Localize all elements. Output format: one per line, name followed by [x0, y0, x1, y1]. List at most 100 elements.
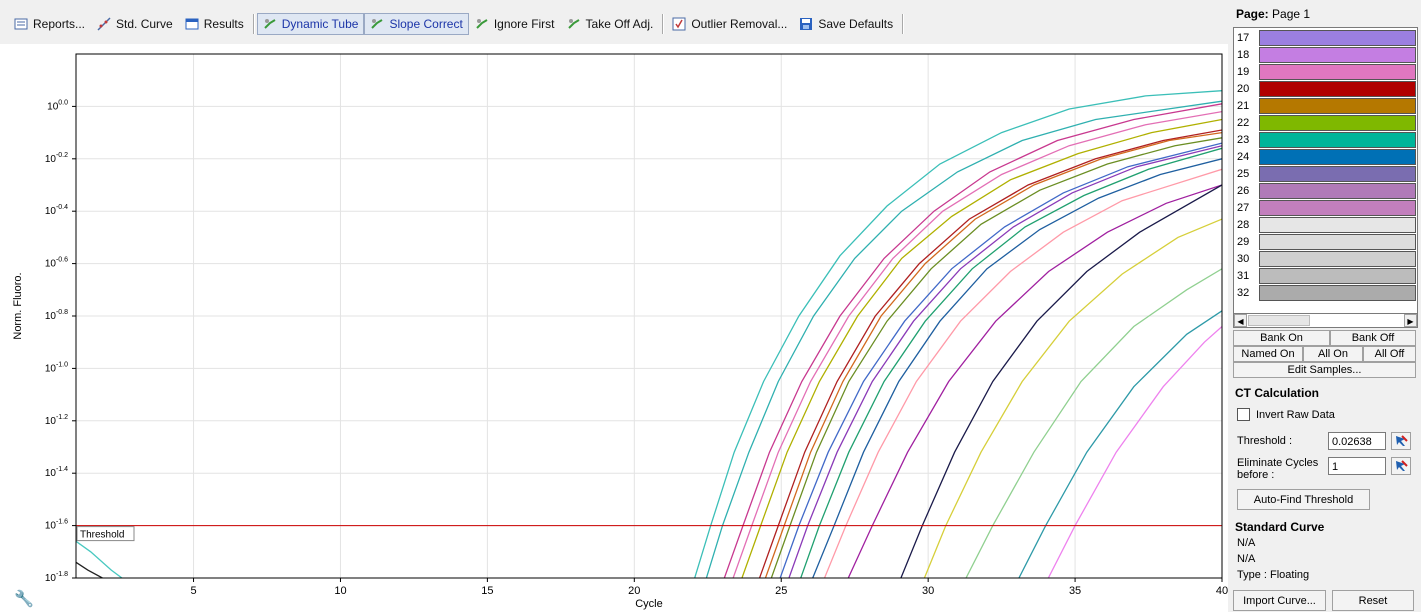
- y-tick-label: 10-1.6: [45, 519, 68, 532]
- eliminate-cycles-label: Eliminate Cycles before :: [1237, 457, 1318, 481]
- sample-color-swatch[interactable]: [1259, 250, 1416, 267]
- series-line-9: [779, 142, 1222, 578]
- sample-number: 29: [1237, 235, 1250, 248]
- y-tick-label: 10-1.0: [45, 361, 68, 374]
- y-tick-label: 100.0: [47, 99, 68, 112]
- y-tick-label: 10-1.2: [45, 414, 68, 427]
- reports-label: Reports...: [33, 17, 86, 31]
- series-line-13: [823, 168, 1222, 578]
- sample-row[interactable]: 18: [1234, 46, 1417, 63]
- sample-color-swatch[interactable]: [1259, 63, 1416, 80]
- sample-row[interactable]: 25: [1234, 165, 1417, 182]
- sample-color-swatch[interactable]: [1259, 114, 1416, 131]
- sample-row[interactable]: 23: [1234, 131, 1417, 148]
- outlier-removal-button[interactable]: Outlier Removal...: [666, 13, 793, 35]
- sample-row[interactable]: 31: [1234, 267, 1417, 284]
- y-tick-label: 10-1.4: [45, 466, 68, 479]
- sample-number: 22: [1237, 116, 1250, 129]
- sample-row[interactable]: 27: [1234, 199, 1417, 216]
- sample-row[interactable]: 30: [1234, 250, 1417, 267]
- edit-samples-button[interactable]: Edit Samples...: [1233, 362, 1416, 378]
- save-defaults-button[interactable]: Save Defaults: [793, 13, 899, 35]
- bank-on-button[interactable]: Bank On: [1233, 330, 1330, 346]
- standard-curve-line-2: N/A: [1237, 553, 1256, 565]
- bank-off-button[interactable]: Bank Off: [1330, 330, 1416, 346]
- dynamic-tube-button[interactable]: Dynamic Tube: [256, 13, 365, 35]
- series-line-16: [923, 218, 1222, 578]
- all-off-button[interactable]: All Off: [1363, 346, 1416, 362]
- named-on-button[interactable]: Named On: [1233, 346, 1303, 362]
- eliminate-cycles-pick-button[interactable]: [1391, 457, 1411, 475]
- threshold-pick-button[interactable]: [1391, 432, 1411, 450]
- auto-find-threshold-button[interactable]: Auto-Find Threshold: [1237, 489, 1370, 510]
- reports-button[interactable]: Reports...: [8, 13, 91, 35]
- standard-curve-title: Standard Curve: [1235, 520, 1325, 534]
- amplification-chart[interactable]: Threshold 5 10 15 20 25 30 35 40 10-1.8 10-1.6 10-…: [0, 44, 1228, 612]
- sample-row[interactable]: 32: [1234, 284, 1417, 301]
- pick-arrow-icon: [1396, 460, 1408, 471]
- results-button[interactable]: Results: [179, 13, 250, 35]
- scroll-left-arrow-icon[interactable]: ◀: [1234, 314, 1247, 327]
- x-tick-label: 20: [628, 585, 640, 597]
- invert-raw-data-checkbox[interactable]: Invert Raw Data: [1237, 408, 1335, 421]
- take-off-adj-button[interactable]: Take Off Adj.: [561, 13, 660, 35]
- sample-number: 20: [1237, 82, 1250, 95]
- threshold-input[interactable]: 0.02638: [1328, 432, 1386, 450]
- sample-color-swatch[interactable]: [1259, 148, 1416, 165]
- reset-button[interactable]: Reset: [1332, 590, 1414, 611]
- ignore-first-button[interactable]: Ignore First: [469, 13, 561, 35]
- import-curve-button[interactable]: Import Curve...: [1233, 590, 1326, 611]
- series-line-12: [812, 158, 1222, 578]
- scroll-right-arrow-icon[interactable]: ▶: [1404, 314, 1417, 327]
- page-selector[interactable]: Page: Page 1: [1236, 7, 1310, 21]
- sample-color-swatch[interactable]: [1259, 80, 1416, 97]
- ignore-first-icon: [475, 17, 489, 31]
- sample-row[interactable]: 17: [1234, 29, 1417, 46]
- sample-row[interactable]: 28: [1234, 216, 1417, 233]
- sample-list-scrollbar[interactable]: ◀ ▶: [1233, 313, 1418, 328]
- y-tick-label: 10-0.4: [45, 204, 68, 217]
- sample-row[interactable]: 26: [1234, 182, 1417, 199]
- sample-color-swatch[interactable]: [1259, 182, 1416, 199]
- toolbar-row: Reports... Std. Curve Results Dynamic Tu…: [8, 13, 906, 35]
- sample-color-swatch[interactable]: [1259, 165, 1416, 182]
- x-axis-title: Cycle: [635, 598, 663, 610]
- sample-color-swatch[interactable]: [1259, 199, 1416, 216]
- ct-calculation-title: CT Calculation: [1235, 386, 1320, 400]
- sample-row[interactable]: 20: [1234, 80, 1417, 97]
- sample-number: 23: [1237, 133, 1250, 146]
- wrench-icon[interactable]: 🔧: [14, 591, 34, 608]
- series-line-8: [770, 137, 1222, 578]
- sample-color-swatch[interactable]: [1259, 267, 1416, 284]
- right-panel: Page: Page 1 17 18 19 20 21 22 23 24 25 26 27 28 29 3…: [1228, 0, 1421, 612]
- all-on-button[interactable]: All On: [1303, 346, 1363, 362]
- eliminate-cycles-input[interactable]: 1: [1328, 457, 1386, 475]
- sample-row[interactable]: 19: [1234, 63, 1417, 80]
- invert-raw-data-label: Invert Raw Data: [1256, 408, 1335, 421]
- sample-color-swatch[interactable]: [1259, 29, 1416, 46]
- x-tick-label: 25: [775, 585, 787, 597]
- sample-row[interactable]: 24: [1234, 148, 1417, 165]
- sample-color-swatch[interactable]: [1259, 97, 1416, 114]
- sample-color-swatch[interactable]: [1259, 233, 1416, 250]
- sample-row[interactable]: 22: [1234, 114, 1417, 131]
- series-line-4: [732, 110, 1222, 578]
- page-value: Page 1: [1272, 7, 1311, 21]
- sample-row[interactable]: 29: [1234, 233, 1417, 250]
- checkbox-box[interactable]: [1237, 408, 1250, 421]
- toolbar: Reports... Std. Curve Results Dynamic Tu…: [0, 0, 1228, 44]
- sample-color-swatch[interactable]: [1259, 216, 1416, 233]
- std-curve-button[interactable]: Std. Curve: [91, 13, 179, 35]
- sample-color-swatch[interactable]: [1259, 46, 1416, 63]
- x-tick-label: 10: [334, 585, 346, 597]
- slope-correct-button[interactable]: Slope Correct: [364, 13, 469, 35]
- sample-row[interactable]: 21: [1234, 97, 1417, 114]
- scroll-thumb[interactable]: [1248, 315, 1310, 326]
- sample-number: 28: [1237, 218, 1250, 231]
- sample-color-swatch[interactable]: [1259, 131, 1416, 148]
- sample-list[interactable]: 17 18 19 20 21 22 23 24 25 26 27 28 29 30 31 32: [1233, 27, 1418, 315]
- series-line-21: [76, 561, 105, 578]
- sample-number: 31: [1237, 269, 1250, 282]
- eliminate-cycles-label-line2: before :: [1237, 469, 1275, 481]
- sample-color-swatch[interactable]: [1259, 284, 1416, 301]
